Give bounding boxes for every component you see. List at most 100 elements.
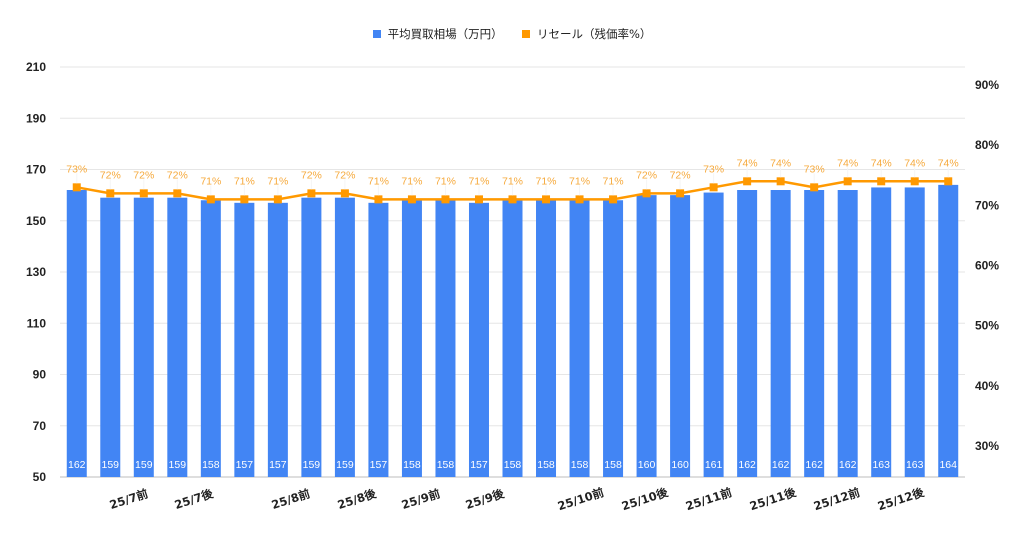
line-value-label: 74% bbox=[837, 157, 858, 169]
line-marker bbox=[340, 189, 349, 198]
y-left-tick-label: 110 bbox=[27, 316, 47, 330]
bar bbox=[167, 197, 188, 477]
line-marker bbox=[642, 189, 651, 198]
bar bbox=[368, 202, 389, 477]
y-right-tick-label: 50% bbox=[975, 319, 999, 333]
legend-swatch-line-icon bbox=[521, 30, 530, 38]
line-value-label: 74% bbox=[871, 157, 892, 169]
line-marker bbox=[944, 177, 953, 186]
bar-value-label: 159 bbox=[336, 459, 354, 471]
line-value-label: 72% bbox=[636, 169, 657, 181]
bar-value-label: 159 bbox=[169, 459, 187, 471]
line-value-label: 71% bbox=[569, 175, 590, 187]
bar-value-label: 158 bbox=[537, 459, 555, 471]
bar bbox=[837, 190, 858, 477]
bar bbox=[804, 190, 825, 477]
bar bbox=[703, 192, 724, 477]
bar-value-label: 162 bbox=[805, 459, 823, 471]
y-right-tick-label: 90% bbox=[975, 78, 999, 92]
bar-value-label: 157 bbox=[269, 459, 287, 471]
legend-item-price[interactable]: 平均買取相場（万円） bbox=[372, 26, 503, 42]
bar bbox=[100, 197, 121, 477]
x-tick-label: 25/8後 bbox=[336, 486, 379, 512]
line-value-label: 71% bbox=[536, 175, 557, 187]
x-tick-label: 25/10前 bbox=[556, 485, 606, 513]
bar bbox=[904, 187, 925, 477]
line-value-label: 74% bbox=[737, 157, 758, 169]
y-right-tick-label: 40% bbox=[975, 379, 999, 393]
line-marker bbox=[240, 195, 249, 204]
bar bbox=[401, 200, 422, 477]
x-tick-label: 25/11前 bbox=[684, 485, 734, 513]
bar bbox=[267, 202, 288, 477]
line-marker bbox=[173, 189, 182, 198]
y-right-tick-label: 80% bbox=[975, 138, 999, 152]
line-marker bbox=[508, 195, 517, 204]
bar bbox=[200, 200, 221, 477]
y-left-tick-label: 90 bbox=[33, 368, 47, 382]
bar bbox=[636, 195, 657, 477]
line-marker bbox=[743, 177, 752, 186]
line-marker bbox=[374, 195, 383, 204]
line-marker bbox=[307, 189, 316, 198]
bar bbox=[468, 202, 489, 477]
y-left-tick-label: 130 bbox=[26, 265, 46, 279]
line-value-label: 73% bbox=[703, 163, 724, 175]
line-value-label: 72% bbox=[100, 169, 121, 181]
y-right-tick-label: 70% bbox=[975, 198, 999, 212]
bar bbox=[569, 200, 590, 477]
x-tick-label: 25/12後 bbox=[876, 485, 926, 513]
bar bbox=[334, 197, 355, 477]
bar bbox=[66, 190, 87, 477]
bar-value-label: 162 bbox=[839, 459, 857, 471]
bar-value-label: 163 bbox=[906, 459, 924, 471]
y-left-tick-label: 70 bbox=[33, 419, 47, 433]
x-tick-label: 25/8前 bbox=[270, 486, 313, 512]
line-value-label: 71% bbox=[368, 175, 389, 187]
y-left-tick-label: 210 bbox=[26, 60, 46, 74]
line-value-label: 74% bbox=[938, 157, 959, 169]
line-value-label: 73% bbox=[804, 163, 825, 175]
bar-value-label: 157 bbox=[370, 459, 388, 471]
bar-value-label: 158 bbox=[504, 459, 522, 471]
line-marker bbox=[843, 177, 852, 186]
line-value-label: 71% bbox=[603, 175, 624, 187]
line-value-label: 71% bbox=[200, 175, 221, 187]
bar-value-label: 164 bbox=[939, 459, 957, 471]
bar-value-label: 158 bbox=[403, 459, 421, 471]
bar bbox=[435, 200, 456, 477]
line-value-label: 72% bbox=[167, 169, 188, 181]
line-marker bbox=[72, 183, 81, 192]
bar bbox=[536, 200, 557, 477]
line-value-label: 74% bbox=[904, 157, 925, 169]
bar-value-label: 158 bbox=[437, 459, 455, 471]
line-value-label: 72% bbox=[670, 169, 691, 181]
line-value-label: 72% bbox=[301, 169, 322, 181]
line-marker bbox=[709, 183, 718, 192]
x-tick-label: 25/7前 bbox=[108, 486, 151, 512]
bar-value-label: 159 bbox=[135, 459, 153, 471]
x-tick-label: 25/12前 bbox=[812, 485, 862, 513]
line-marker bbox=[474, 195, 483, 204]
line-value-label: 73% bbox=[66, 163, 87, 175]
y-right-tick-label: 30% bbox=[975, 439, 999, 453]
legend-item-resale[interactable]: リセール（残価率%） bbox=[521, 26, 652, 42]
legend-label-resale: リセール（残価率%） bbox=[536, 27, 652, 41]
line-marker bbox=[206, 195, 215, 204]
line-marker bbox=[106, 189, 115, 198]
legend-swatch-bar-icon bbox=[372, 30, 381, 38]
line-marker bbox=[441, 195, 450, 204]
bar bbox=[770, 190, 791, 477]
line-value-label: 71% bbox=[234, 175, 255, 187]
line-marker bbox=[877, 177, 886, 186]
line-value-label: 74% bbox=[770, 157, 791, 169]
line-marker bbox=[609, 195, 618, 204]
bar-value-label: 162 bbox=[772, 459, 790, 471]
line-marker bbox=[776, 177, 785, 186]
bar-value-label: 163 bbox=[872, 459, 890, 471]
line-marker bbox=[139, 189, 148, 198]
bar bbox=[133, 197, 154, 477]
line-marker bbox=[407, 195, 416, 204]
line-value-label: 72% bbox=[133, 169, 154, 181]
